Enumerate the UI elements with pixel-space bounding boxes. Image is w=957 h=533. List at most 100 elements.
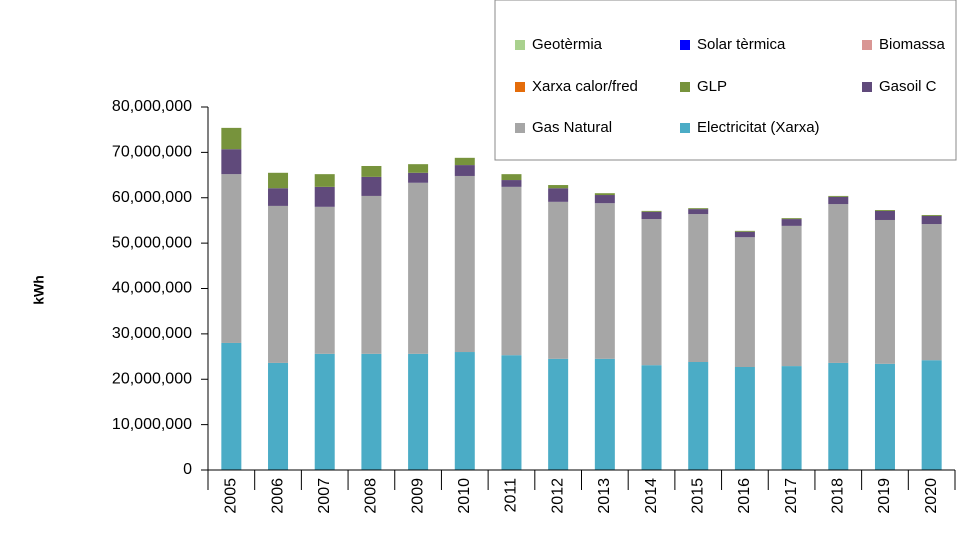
bar-segment: [361, 176, 382, 196]
bar-segment: [641, 219, 662, 366]
legend-label: Solar tèrmica: [697, 36, 786, 53]
bar-segment: [268, 188, 289, 206]
legend-label: Electricitat (Xarxa): [697, 119, 820, 136]
bar-segment: [781, 225, 802, 367]
x-tick-label: 2008: [363, 478, 380, 514]
bar-segment: [314, 353, 335, 470]
bar-segment: [221, 342, 242, 470]
bar-segment: [268, 205, 289, 363]
bar-segment: [454, 165, 475, 176]
y-axis-label: kWh: [31, 275, 47, 305]
bar-segment: [501, 174, 522, 181]
bar-segment: [408, 353, 429, 470]
x-tick-label: 2020: [923, 478, 940, 514]
legend-swatch: [515, 123, 525, 133]
x-tick-label: 2007: [316, 478, 333, 514]
bar-segment: [221, 149, 242, 175]
bar-segment: [828, 195, 849, 197]
y-tick-label: 70,000,000: [112, 144, 192, 161]
y-tick-label: 40,000,000: [112, 280, 192, 297]
bar-segment: [921, 215, 942, 225]
bar-segment: [688, 209, 709, 215]
x-tick-label: 2018: [830, 478, 847, 514]
x-tick-label: 2019: [876, 478, 893, 514]
y-tick-label: 30,000,000: [112, 325, 192, 342]
bar-segment: [548, 201, 569, 359]
bar-segment: [408, 182, 429, 354]
bar-segment: [454, 157, 475, 166]
y-tick-label: 50,000,000: [112, 234, 192, 251]
legend-label: Xarxa calor/fred: [532, 78, 638, 95]
bar-segment: [361, 353, 382, 470]
y-tick-label: 60,000,000: [112, 189, 192, 206]
bar-segment: [874, 210, 895, 220]
bar-segment: [221, 127, 242, 150]
legend-swatch: [515, 40, 525, 50]
bar-segment: [221, 174, 242, 343]
bar-segment: [688, 214, 709, 363]
bar-segment: [828, 362, 849, 470]
bar-segment: [734, 231, 755, 238]
x-tick-label: 2015: [689, 478, 706, 514]
bar-segment: [641, 211, 662, 220]
bar-segment: [501, 355, 522, 470]
legend-label: Gas Natural: [532, 119, 612, 136]
bar-segment: [921, 224, 942, 361]
bar-segment: [828, 196, 849, 205]
bar-segment: [361, 195, 382, 354]
bar-segment: [828, 204, 849, 363]
x-tick-label: 2012: [549, 478, 566, 514]
bar-segment: [501, 180, 522, 187]
bar-segment: [408, 164, 429, 173]
bar-segment: [781, 219, 802, 226]
x-tick-label: 2005: [223, 478, 240, 514]
bar-segment: [734, 230, 755, 232]
bar-segment: [874, 219, 895, 364]
x-tick-label: 2013: [596, 478, 613, 514]
bar-segment: [548, 185, 569, 189]
bar-segment: [454, 352, 475, 470]
bar-segment: [921, 214, 942, 216]
bar-segment: [501, 186, 522, 356]
x-tick-label: 2010: [456, 478, 473, 514]
legend-label: Gasoil C: [879, 78, 937, 95]
legend-label: Biomassa: [879, 36, 946, 53]
bar-segment: [408, 172, 429, 183]
x-tick-label: 2014: [643, 478, 660, 514]
bar-segment: [734, 366, 755, 470]
x-tick-label: 2011: [503, 478, 520, 513]
legend-label: Geotèrmia: [532, 36, 603, 53]
bar-segment: [641, 210, 662, 212]
bar-segment: [594, 195, 615, 204]
bar-segment: [548, 188, 569, 202]
legend-swatch: [862, 40, 872, 50]
y-tick-label: 10,000,000: [112, 416, 192, 433]
x-tick-label: 2017: [783, 478, 800, 514]
legend-swatch: [515, 82, 525, 92]
bar-segment: [594, 203, 615, 359]
bar-segment: [594, 193, 615, 196]
bar-segment: [641, 365, 662, 470]
bar-segment: [314, 174, 335, 187]
x-tick-label: 2006: [269, 478, 286, 514]
bar-segment: [361, 165, 382, 177]
bar-segment: [874, 363, 895, 470]
bar-segment: [781, 218, 802, 220]
legend-swatch: [862, 82, 872, 92]
y-tick-label: 80,000,000: [112, 98, 192, 115]
y-tick-label: 20,000,000: [112, 370, 192, 387]
bar-segment: [268, 172, 289, 189]
bar-segment: [314, 186, 335, 207]
bar-segment: [594, 358, 615, 470]
bar-segment: [874, 210, 895, 211]
x-tick-label: 2009: [409, 478, 426, 514]
bar-segment: [688, 208, 709, 210]
y-tick-label: 0: [183, 461, 192, 478]
legend-swatch: [680, 40, 690, 50]
legend-box: [494, 0, 957, 161]
bar-segment: [688, 362, 709, 470]
bar-segment: [921, 360, 942, 470]
bar-segment: [268, 362, 289, 470]
